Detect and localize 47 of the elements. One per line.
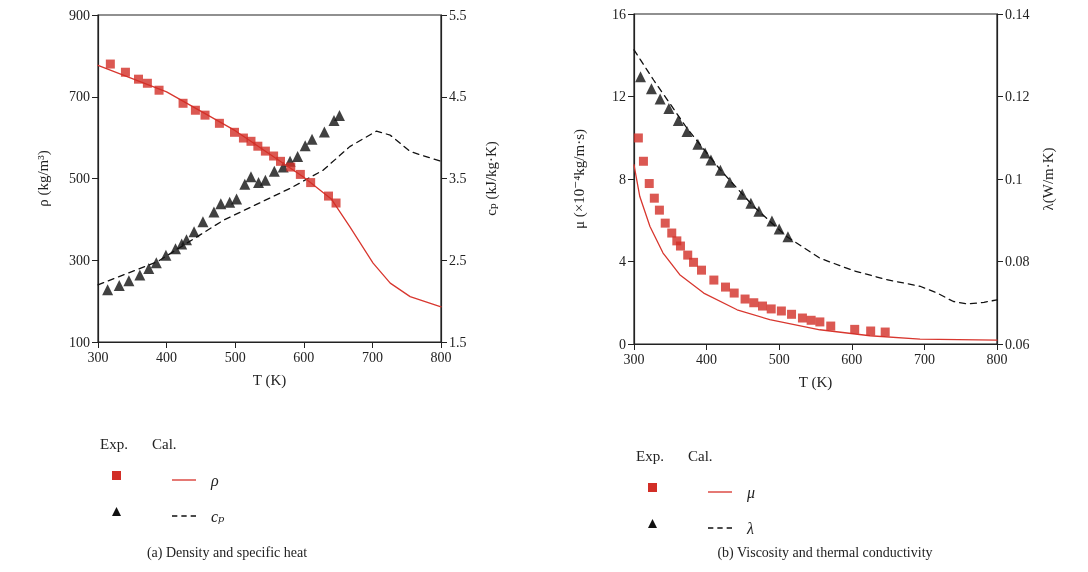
y2-tick-label: 1.5 — [449, 334, 467, 350]
y2-tick-label: 3.5 — [449, 171, 467, 186]
y-tick-label: 900 — [69, 7, 90, 23]
legend-label: λ — [746, 519, 754, 537]
y-axis-title: μ (×10⁻⁴kg/m·s) — [570, 128, 588, 230]
x-tick-label: 400 — [156, 349, 178, 365]
legend-label: ρ — [210, 471, 219, 490]
y-tick-label: 300 — [69, 252, 90, 268]
legend-label: cₚ — [211, 507, 226, 525]
x-tick-label: 600 — [293, 349, 315, 365]
x-tick-label: 600 — [841, 351, 863, 367]
y2-tick-label: 0.1 — [1005, 171, 1023, 187]
x-tick-label: 500 — [768, 351, 790, 367]
legend-label: μ — [746, 483, 756, 502]
y-tick-label: 700 — [69, 89, 90, 105]
y-tick-label: 16 — [612, 6, 626, 22]
x-tick-label: 400 — [696, 351, 718, 367]
x-tick-label: 500 — [224, 349, 246, 365]
y2-tick-label: 0.14 — [1005, 6, 1030, 22]
text: (a) Density and specific heat — [146, 544, 308, 561]
text: Cal. — [688, 447, 713, 464]
y2-tick-label: 5.5 — [449, 7, 467, 23]
y2-tick-label: 0.06 — [1005, 336, 1030, 352]
y-tick-label: 8 — [619, 171, 626, 187]
x-tick-label: 700 — [913, 351, 935, 367]
y2-axis-title: cₚ (kJ/kg·K) — [482, 141, 500, 216]
x-tick-label: 800 — [986, 351, 1008, 367]
y2-tick-label: 0.12 — [1005, 89, 1030, 104]
y-axis-title: ρ (kg/m³) — [34, 150, 52, 207]
x-tick-label: 300 — [87, 349, 109, 365]
y2-tick-label: 0.08 — [1005, 254, 1030, 269]
x-tick-label: 700 — [361, 349, 383, 365]
y-tick-label: 500 — [69, 171, 90, 186]
x-axis-title: T (K) — [798, 373, 833, 391]
text: Cal. — [152, 435, 177, 452]
x-tick-label: 800 — [430, 349, 452, 365]
y-tick-label: 0 — [619, 336, 626, 352]
y-tick-label: 4 — [619, 254, 626, 269]
x-axis-title: T (K) — [252, 371, 287, 389]
y2-tick-label: 2.5 — [449, 252, 467, 268]
text: Exp. — [636, 447, 664, 464]
y2-axis-title: λ(W/m·K) — [1039, 147, 1057, 211]
text: Exp. — [100, 435, 128, 452]
y-tick-label: 100 — [69, 334, 90, 350]
y2-tick-label: 4.5 — [449, 89, 467, 105]
y-tick-label: 12 — [612, 89, 626, 104]
text: (b) Viscosity and thermal conductivity — [717, 544, 933, 561]
